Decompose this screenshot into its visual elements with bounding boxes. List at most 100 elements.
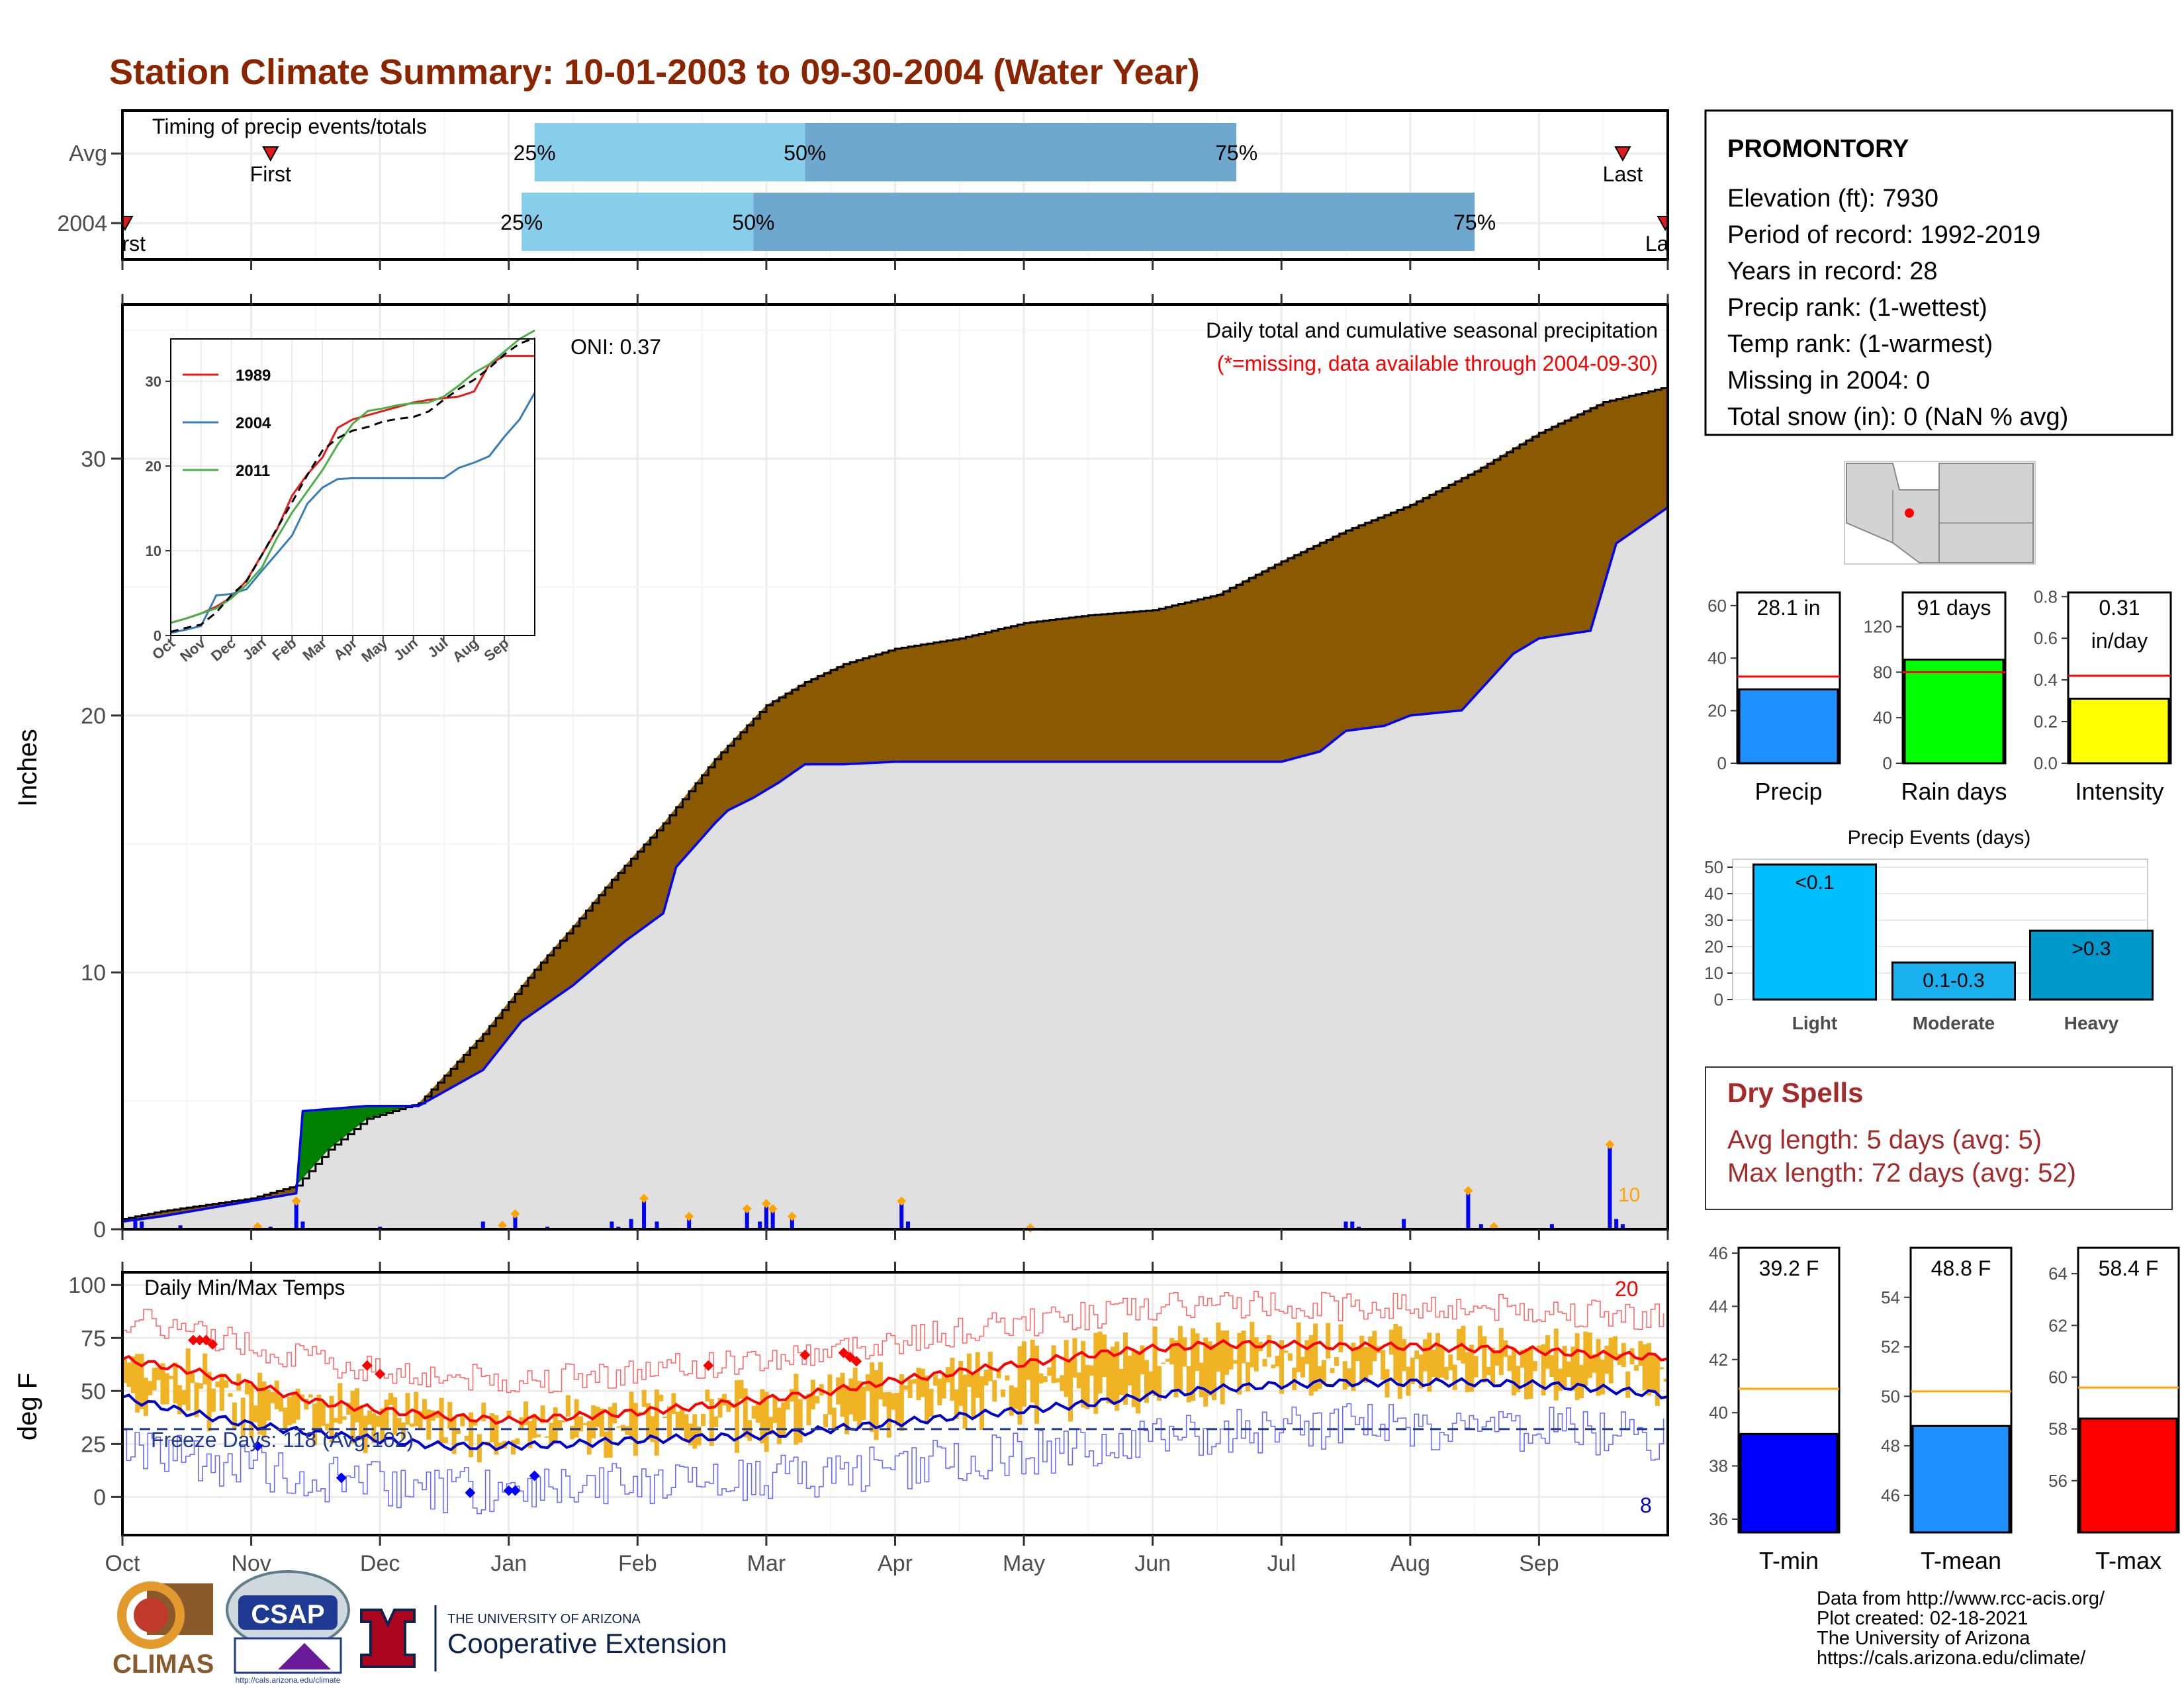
station-precip-rank: Precip rank: (1-wettest): [1727, 294, 1987, 322]
daily-temp-bar: [1300, 1356, 1305, 1378]
mini-bar-category-label: Intensity: [2075, 778, 2163, 805]
daily-temp-bar: [1173, 1340, 1179, 1397]
temp-y-axis: 0 25 50 75 100: [68, 1273, 122, 1510]
temp-summary-y-tick-label: 46: [1709, 1243, 1728, 1263]
daily-temp-bar: [751, 1405, 756, 1419]
precip-areas: [122, 387, 1669, 1229]
mini-bar-y-tick-label: 80: [1873, 662, 1892, 682]
footer-source: Data from http://www.rcc-acis.org/: [1817, 1588, 2105, 1609]
record-high-marker: [851, 1356, 862, 1367]
daily-temp-bar: [464, 1435, 469, 1441]
precip-y-tick-label: 20: [81, 704, 106, 729]
daily-precip-bar: [642, 1198, 647, 1229]
daily-temp-bar: [126, 1362, 132, 1387]
mini-bar-y-tick-label: 40: [1873, 708, 1892, 727]
events-bar-label: <0.1: [1795, 872, 1834, 894]
temp-summary-y-tick-label: 46: [1881, 1485, 1900, 1505]
daily-temp-bar: [418, 1411, 423, 1429]
daily-temp-bar: [929, 1389, 934, 1417]
daily-temp-bar: [790, 1389, 794, 1402]
inset-line-average: [170, 337, 535, 633]
temp-summary-bar: [1911, 1425, 2011, 1534]
events-y-tick-label: 50: [1704, 857, 1723, 877]
daily-temp-bar: [1068, 1361, 1073, 1422]
daily-temp-bar: [1520, 1349, 1525, 1368]
daily-temp-bar: [1347, 1368, 1352, 1387]
station-period: Period of record: 1992-2019: [1727, 221, 2040, 249]
temp-summary-y-tick-label: 64: [2048, 1264, 2068, 1284]
temp-summary-category-label: T-min: [1759, 1547, 1819, 1574]
mini-bar-y-tick-label: 0.8: [2034, 586, 2058, 606]
daily-temp-bar: [1211, 1345, 1216, 1401]
daily-temp-bar: [806, 1393, 811, 1426]
daily-temp-bar: [1013, 1387, 1019, 1409]
daily-temp-bar: [443, 1437, 448, 1444]
events-bar-label: 0.1-0.3: [1923, 970, 1984, 992]
cumulative-average-line: [122, 387, 1669, 1220]
daily-temp-bar: [1448, 1354, 1453, 1370]
precip-events-bars: 0 10 20 30 40 50 <0.1 Light 0.1-0.3 Moderate >0.3 H…: [1704, 857, 2154, 1033]
record-low-marker: [336, 1472, 347, 1483]
oni-label: ONI: 0.37: [570, 335, 661, 359]
station-name: PROMONTORY: [1727, 135, 1909, 163]
daily-precip-marker: [1463, 1186, 1473, 1196]
daily-precip-bar: [687, 1216, 692, 1229]
mini-bar-y-tick-label: 0.0: [2034, 753, 2058, 773]
timing-bars: 25% 50% 75% First Last 25% 50% 75% First Last: [122, 123, 1668, 256]
daily-temp-bar: [1157, 1366, 1162, 1401]
daily-temp-bar: [701, 1413, 706, 1427]
daily-temp-bar: [586, 1421, 592, 1455]
daily-precip-bar: [1479, 1224, 1483, 1229]
daily-temp-bar: [414, 1391, 419, 1427]
daily-temp-bar: [646, 1403, 651, 1440]
daily-temp-bar: [1123, 1332, 1128, 1405]
daily-temp-bar: [143, 1378, 148, 1417]
daily-temp-bar: [878, 1362, 883, 1399]
inset-line-2011: [170, 329, 535, 624]
daily-temp-bar: [1060, 1375, 1065, 1391]
precip-panel: 0 10 20 30 Daily total and cumulative seaso…: [13, 259, 1669, 1272]
inset-legend: 1989 2004 2011: [183, 367, 271, 480]
daily-precip-bar: [1466, 1190, 1471, 1229]
ua-logo-top: THE UNIVERSITY OF ARIZONA: [447, 1612, 641, 1626]
daily-precip-marker: [510, 1209, 520, 1219]
precip-daily-bars: [133, 1139, 1625, 1233]
temp-summary-y-tick-label: 36: [1709, 1509, 1728, 1529]
daily-temp-bar: [494, 1415, 499, 1455]
mini-bar-y-tick-label: 120: [1864, 617, 1892, 637]
precip-corner-label: 10: [1618, 1184, 1640, 1206]
daily-temp-bar: [1000, 1389, 1005, 1397]
events-y-tick-label: 20: [1704, 937, 1723, 957]
daily-temp-bar: [637, 1411, 643, 1415]
daily-temp-bar: [396, 1418, 402, 1429]
record-low-marker: [252, 1440, 263, 1452]
daily-temp-bar: [1321, 1360, 1326, 1385]
mini-bar-category-label: Precip: [1754, 778, 1822, 805]
inset-y-tick-label: 30: [146, 373, 161, 390]
events-y-tick-label: 30: [1704, 910, 1723, 930]
daily-temp-bar: [1051, 1345, 1056, 1383]
daily-temp-bar: [308, 1394, 313, 1398]
daily-temp-bar: [1608, 1337, 1614, 1383]
daily-temp-bar: [1558, 1368, 1563, 1391]
daily-temp-bar: [1237, 1333, 1242, 1395]
daily-temp-bar: [359, 1407, 364, 1440]
daily-temp-bar: [194, 1382, 199, 1417]
temp-y-tick-label: 100: [68, 1273, 106, 1298]
dry-spells-avg: Avg length: 5 days (avg: 5): [1727, 1125, 2042, 1154]
daily-temp-bar: [1473, 1356, 1479, 1378]
daily-temp-bar: [831, 1407, 837, 1430]
daily-temp-bar: [536, 1434, 541, 1438]
daily-temp-bar: [287, 1397, 292, 1426]
inset-lines: [170, 329, 536, 634]
daily-temp-bar: [451, 1419, 457, 1454]
daily-temp-bar: [616, 1426, 621, 1428]
daily-temp-bar: [1574, 1333, 1580, 1400]
daily-temp-bar: [1351, 1342, 1356, 1391]
inset-legend-1989: 1989: [236, 367, 271, 385]
daily-temp-bar: [299, 1394, 304, 1399]
month-tick-label: May: [1003, 1551, 1045, 1576]
daily-temp-bar: [152, 1368, 157, 1391]
daily-temp-bar: [1089, 1365, 1094, 1376]
daily-temp-bar: [591, 1405, 596, 1438]
